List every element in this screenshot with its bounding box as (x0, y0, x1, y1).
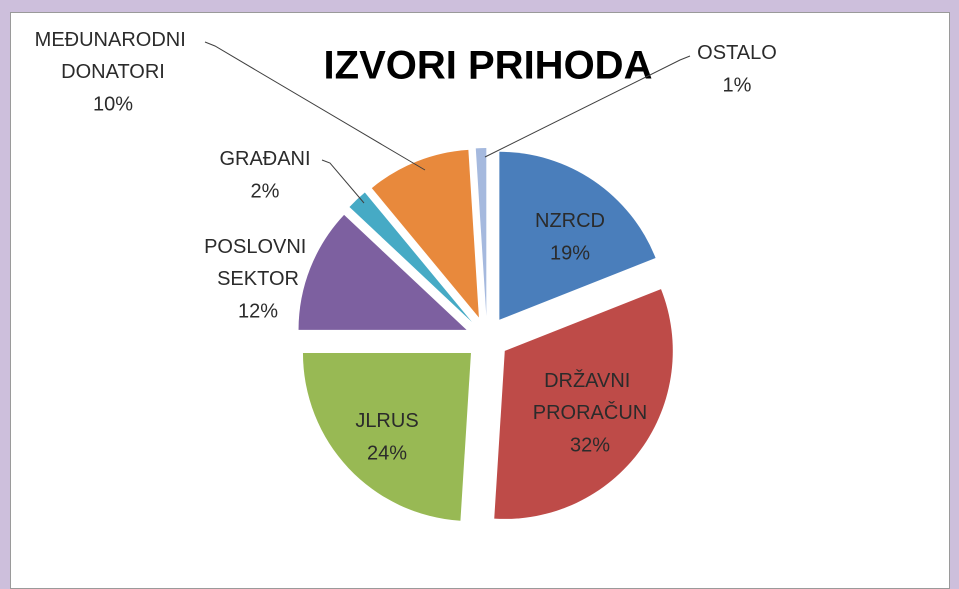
value-label: 2% (251, 180, 280, 202)
chart-title: IZVORI PRIHODA (324, 44, 653, 88)
chart-panel (10, 12, 950, 589)
category-label: GRAĐANI (219, 148, 310, 170)
leader-line (321, 159, 365, 204)
value-label: 12% (238, 300, 278, 322)
pie-slice (302, 353, 471, 521)
leader-line (204, 41, 426, 171)
value-label: 32% (570, 434, 610, 456)
value-label: 1% (723, 74, 752, 96)
category-label: JLRUS (355, 410, 418, 432)
pie-slice (349, 192, 472, 322)
pie-slice (499, 151, 656, 320)
pie-slice (298, 214, 467, 330)
category-label: DRŽAVNI PRORAČUN (533, 369, 647, 424)
pie-slice (475, 148, 487, 317)
value-label: 24% (367, 442, 407, 464)
category-label: OSTALO (697, 42, 777, 64)
value-label: 10% (93, 93, 133, 115)
leader-line (484, 55, 691, 158)
value-label: 19% (550, 242, 590, 264)
pie-slice (371, 149, 479, 318)
category-label: POSLOVNI SEKTOR (204, 236, 312, 290)
category-label: MEĐUNARODNI DONATORI (35, 29, 192, 83)
category-label: NZRCD (535, 210, 605, 232)
pie-slice (494, 289, 673, 519)
